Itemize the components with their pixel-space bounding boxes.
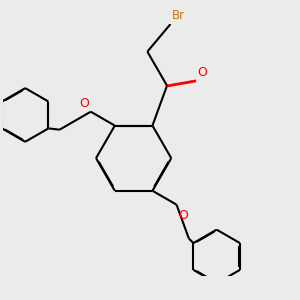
Text: Br: Br <box>172 9 185 22</box>
Text: O: O <box>178 208 188 222</box>
Text: O: O <box>79 97 89 110</box>
Text: O: O <box>198 66 208 79</box>
